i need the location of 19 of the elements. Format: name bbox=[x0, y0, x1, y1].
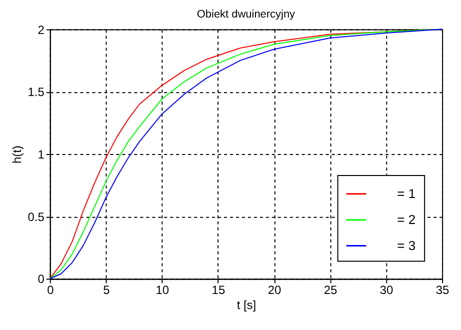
legend-label: = 3 bbox=[397, 238, 416, 253]
x-axis-title: t [s] bbox=[236, 298, 256, 312]
chart-title: Obiekt dwuinercyjny bbox=[196, 8, 296, 20]
x-tick-label: 0 bbox=[47, 283, 54, 298]
legend-label: = 2 bbox=[397, 212, 416, 227]
x-tick-label: 25 bbox=[324, 283, 338, 298]
x-tick-label: 20 bbox=[268, 283, 282, 298]
y-axis-title: h(t) bbox=[10, 146, 24, 164]
y-tick-label: 0 bbox=[38, 272, 45, 286]
legend-label: = 1 bbox=[397, 186, 416, 201]
y-tick-label: 2 bbox=[38, 22, 45, 37]
x-tick-label: 35 bbox=[436, 283, 450, 298]
x-tick-label: 10 bbox=[156, 283, 170, 298]
y-tick-label: 0.5 bbox=[28, 210, 45, 224]
x-tick-label: 15 bbox=[212, 283, 226, 298]
x-tick-label: 5 bbox=[103, 283, 110, 298]
y-tick-label: 1 bbox=[38, 148, 45, 162]
x-tick-label: 30 bbox=[380, 283, 394, 298]
y-tick-label: 1.5 bbox=[28, 85, 45, 100]
